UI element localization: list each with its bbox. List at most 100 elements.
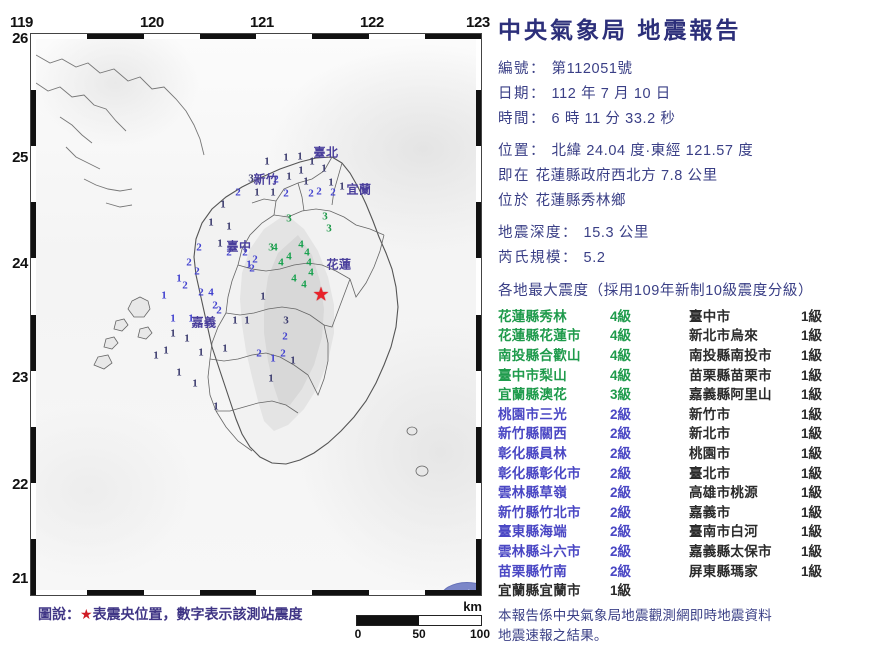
intensity-row: 臺中市 1級	[689, 305, 880, 325]
lon-tick-121: 121	[250, 14, 274, 31]
intensity-column-right: 臺中市 1級 新北市烏來 1級 南投縣南投市 1級 苗栗縣苗栗市 1級 嘉義縣阿里山 1級 新竹市 1…	[689, 305, 880, 599]
scale-bar-empty	[419, 616, 481, 625]
station-mark: 4	[298, 238, 304, 251]
scale-bar-filled	[357, 616, 419, 626]
station-mark: 1	[232, 314, 238, 327]
station-mark: 2	[186, 256, 192, 269]
frame-tick	[31, 314, 36, 371]
report-field-value: 15.3 公里	[583, 224, 649, 241]
map-legend-row: 圖說：★表震央位置，數字表示該測站震度 km 0 50 100	[30, 599, 490, 654]
frame-tick	[199, 34, 256, 39]
intensity-column-left: 花蓮縣秀林 4級 花蓮縣花蓮市 4級 南投縣合歡山 4級 臺中市梨山 4級 宜蘭縣澳花 3級 桃園市…	[498, 305, 689, 599]
station-mark: 4	[286, 250, 292, 263]
intensity-place: 臺南市白河	[689, 524, 758, 540]
station-mark: 4	[291, 272, 297, 285]
lon-tick-120: 120	[140, 14, 164, 31]
station-mark: 1	[270, 186, 276, 199]
station-mark: 1	[246, 258, 252, 271]
lon-tick-122: 122	[360, 14, 384, 31]
lat-tick-23: 23	[12, 369, 28, 386]
report-field-label: 地震深度：	[498, 224, 584, 241]
report-field-value: 第112051號	[551, 61, 633, 78]
station-mark: 1	[192, 377, 198, 390]
intensity-row: 南投縣南投市 1級	[689, 344, 880, 364]
report-field-value: 北緯 24.04 度·東經 121.57 度	[551, 143, 754, 160]
report-field-label: 時間：	[498, 111, 552, 128]
intensity-row: 南投縣合歡山 4級	[498, 344, 689, 364]
intensity-level: 4級	[610, 328, 632, 344]
station-mark: 1	[298, 164, 304, 177]
report-field-label: 位置：	[498, 143, 552, 160]
intensity-level: 2級	[610, 426, 632, 442]
report-field-value: 5.2	[583, 249, 606, 266]
station-mark: 1	[188, 312, 194, 325]
station-mark: 2	[216, 304, 222, 317]
lat-tick-26: 26	[12, 30, 28, 47]
intensity-place: 彰化縣彰化市	[498, 465, 581, 481]
station-mark: 1	[254, 186, 260, 199]
intensity-place: 花蓮縣花蓮市	[498, 328, 581, 344]
station-mark: 4	[278, 256, 284, 269]
lon-tick-123: 123	[466, 14, 490, 31]
intensity-row: 桃園市 1級	[689, 442, 880, 462]
intensity-row: 雲林縣草嶺 2級	[498, 481, 689, 501]
intensity-row: 雲林縣斗六市 2級	[498, 540, 689, 560]
intensity-level: 2級	[610, 445, 632, 461]
longitude-axis: 119 120 121 122 123	[0, 14, 492, 36]
intensity-place: 臺中市梨山	[498, 367, 567, 383]
intensity-level: 1級	[801, 465, 823, 481]
report-field-label: 芮氏規模：	[498, 249, 584, 266]
intensity-level: 4級	[610, 367, 632, 383]
station-mark: 2	[283, 187, 289, 200]
intensity-place: 苗栗縣竹南	[498, 563, 567, 579]
frame-tick	[31, 538, 36, 595]
scale-tick-50: 50	[412, 627, 426, 642]
frame-tick	[31, 90, 36, 147]
intensity-level: 1級	[801, 504, 823, 520]
scale-bar-widget: km 0 50 100	[355, 599, 490, 642]
city-label-嘉義: 嘉義	[191, 315, 217, 330]
intensity-place: 臺中市	[689, 308, 731, 324]
latitude-axis: 26 25 24 23 22 21	[0, 0, 30, 660]
report-field-label: 位於	[498, 192, 536, 209]
station-mark: 1	[217, 237, 223, 250]
legend-prefix: 圖說：	[38, 606, 80, 622]
station-mark: 1	[303, 175, 309, 188]
intensity-level: 2級	[610, 524, 632, 540]
intensity-level: 1級	[801, 563, 823, 579]
station-mark: 1	[170, 327, 176, 340]
intensity-level: 1級	[801, 524, 823, 540]
station-mark: 2	[182, 279, 188, 292]
intensity-place: 南投縣南投市	[689, 347, 772, 363]
intensity-row: 屏東縣瑪家 1級	[689, 560, 880, 580]
frame-tick	[312, 590, 369, 595]
intensity-level: 2級	[610, 465, 632, 481]
intensity-row: 花蓮縣花蓮市 4級	[498, 324, 689, 344]
frame-tick	[476, 90, 481, 147]
station-mark: 2	[242, 246, 248, 259]
lat-tick-25: 25	[12, 149, 28, 166]
station-mark: 1	[220, 198, 226, 211]
city-label-臺北: 臺北	[313, 145, 339, 160]
intensity-level: 1級	[801, 387, 823, 403]
intensity-place: 南投縣合歡山	[498, 347, 581, 363]
station-mark: 2	[226, 246, 232, 259]
station-mark: 1	[208, 216, 214, 229]
report-field-row: 時間： 6 時 11 分 33.2 秒	[498, 107, 880, 132]
report-field-row: 即在 花蓮縣政府西北方 7.8 公里	[498, 164, 880, 189]
station-mark: 3	[326, 222, 332, 235]
intensity-row: 桃園市三光 2級	[498, 403, 689, 423]
station-mark: 1	[283, 151, 289, 164]
intensity-row: 臺南市白河 1級	[689, 520, 880, 540]
scale-unit-label: km	[463, 599, 482, 614]
station-mark: 3	[248, 172, 254, 185]
city-label-宜蘭: 宜蘭	[346, 182, 372, 197]
intensity-level: 2級	[610, 406, 632, 422]
intensity-row: 苗栗縣苗栗市 1級	[689, 364, 880, 384]
report-field-row: 芮氏規模： 5.2	[498, 246, 880, 271]
intensity-row: 新北市烏來 1級	[689, 324, 880, 344]
station-mark: 1	[309, 155, 315, 168]
report-field-row: 地震深度： 15.3 公里	[498, 221, 880, 246]
station-mark: 2	[280, 347, 286, 360]
intensity-row: 新北市 1級	[689, 422, 880, 442]
